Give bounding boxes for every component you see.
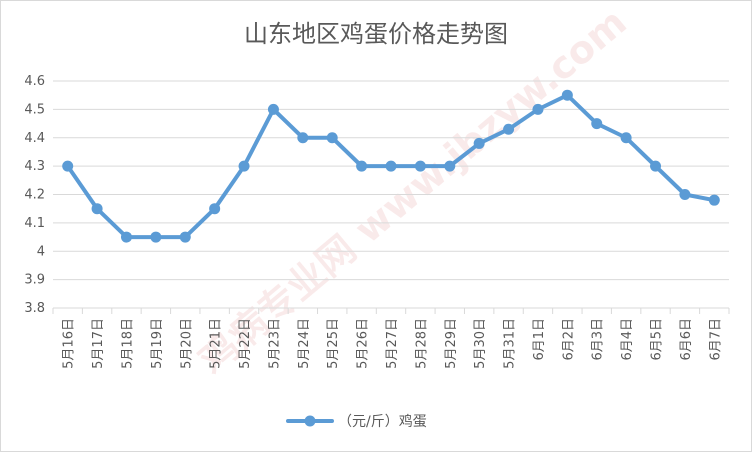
data-point xyxy=(62,160,74,172)
x-tick-label: 5月30日 xyxy=(473,318,488,369)
x-tick-label: 6月5日 xyxy=(650,318,665,361)
legend: （元/斤）鸡蛋 xyxy=(286,413,427,430)
y-tick-label: 3.9 xyxy=(24,273,45,288)
x-tick-label: 5月29日 xyxy=(444,318,459,369)
x-tick-label: 5月17日 xyxy=(91,318,106,369)
data-point xyxy=(591,118,603,130)
x-tick-label: 6月6日 xyxy=(679,318,694,361)
data-point xyxy=(209,203,221,215)
data-point xyxy=(650,160,662,172)
x-tick-label: 5月24日 xyxy=(297,318,312,369)
data-point xyxy=(561,89,573,101)
y-tick-label: 4.6 xyxy=(24,74,45,89)
x-tick-label: 5月26日 xyxy=(356,318,371,369)
legend-label: （元/斤）鸡蛋 xyxy=(338,413,427,430)
series-layer xyxy=(62,89,720,243)
chart-title: 山东地区鸡蛋价格走势图 xyxy=(244,20,508,48)
x-tick-label: 6月4日 xyxy=(620,318,635,361)
x-tick-label: 5月18日 xyxy=(120,318,135,369)
x-tick-label: 5月19日 xyxy=(150,318,165,369)
x-tick-label: 5月22日 xyxy=(238,318,253,369)
x-tick-label: 5月25日 xyxy=(326,318,341,369)
data-point xyxy=(356,160,368,172)
data-point xyxy=(297,132,309,144)
x-tick-label: 5月20日 xyxy=(179,318,194,369)
x-tick-label: 5月16日 xyxy=(62,318,77,369)
data-point xyxy=(679,189,691,200)
x-axis: 5月16日 5月17日 5月18日 5月19日 5月20日 5月21日 5月22日 5月23日… xyxy=(52,308,730,369)
x-tick-label: 5月31日 xyxy=(503,318,518,369)
x-tick-label: 6月2日 xyxy=(561,318,576,361)
y-tick-label: 4.2 xyxy=(24,188,45,203)
y-tick-label: 4.4 xyxy=(24,131,45,146)
data-point xyxy=(473,137,485,149)
data-point xyxy=(150,231,162,243)
legend-marker xyxy=(304,415,316,427)
y-tick-label: 4.1 xyxy=(24,216,45,231)
x-tick-label: 6月7日 xyxy=(708,318,723,361)
y-tick-label: 4 xyxy=(37,244,45,259)
y-tick-label: 4.3 xyxy=(24,159,45,174)
y-tick-label: 3.8 xyxy=(24,301,45,316)
data-point xyxy=(238,160,250,172)
y-tick-label: 4.5 xyxy=(24,102,45,117)
data-point xyxy=(91,203,103,215)
x-tick-label: 5月21日 xyxy=(209,318,224,369)
data-point xyxy=(385,160,397,172)
data-point xyxy=(532,103,544,115)
data-point xyxy=(414,160,426,172)
x-tick-label: 6月1日 xyxy=(532,318,547,361)
y-axis-ticks: 3.8 3.9 4 4.1 4.2 4.3 4.4 4.5 4.6 xyxy=(24,74,45,316)
data-point xyxy=(267,103,279,115)
x-tick-label: 5月27日 xyxy=(385,318,400,369)
data-point xyxy=(503,123,515,135)
x-tick-label: 5月23日 xyxy=(267,318,282,369)
data-point xyxy=(326,132,338,144)
data-point xyxy=(620,132,632,144)
data-point xyxy=(179,231,191,243)
data-point xyxy=(444,160,456,172)
x-tick-label: 5月28日 xyxy=(414,318,429,369)
x-tick-label: 6月3日 xyxy=(591,318,606,361)
data-point xyxy=(120,231,132,243)
gridlines xyxy=(53,80,729,309)
data-point xyxy=(708,194,720,206)
